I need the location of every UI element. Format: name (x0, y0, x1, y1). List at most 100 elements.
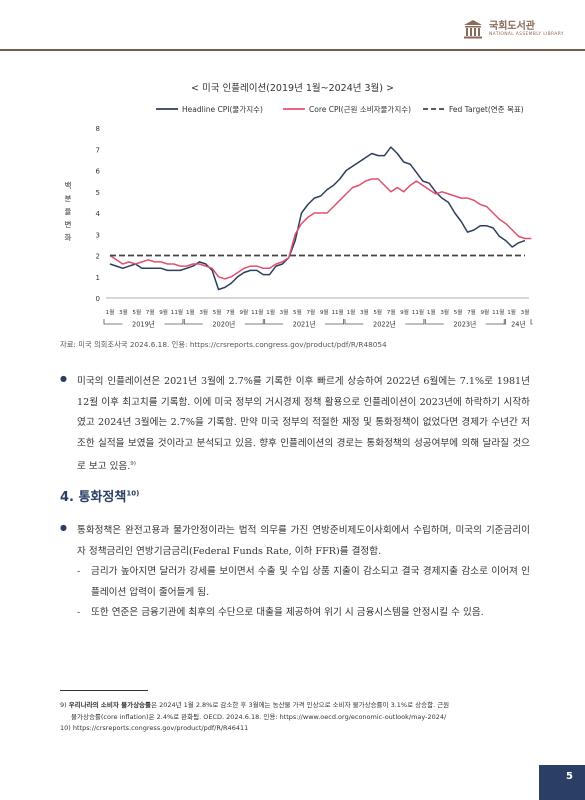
y-axis-label-char: 분 (65, 194, 72, 203)
x-tick-label: 1월 (507, 308, 516, 316)
y-tick-label: 6 (96, 168, 101, 176)
y-axis-label-char: 율 (65, 207, 72, 216)
year-label: 2020년 (212, 320, 235, 329)
x-tick-label: 7월 (467, 308, 476, 316)
sub-item-interest-rate: - 금리가 높아지면 달러가 강세를 보이면서 수출 및 수입 상품 지출이 감… (77, 562, 530, 603)
x-tick-label: 1월 (427, 308, 436, 316)
x-tick-label: 5월 (454, 308, 463, 316)
footnote-9-text-a: 은 2024년 1월 2.8%로 감소한 후 3월에는 농산물 가격 인상으로 … (151, 701, 450, 709)
y-axis-label-char: 화 (65, 233, 72, 242)
bullet-icon: ● (60, 374, 67, 383)
footnote-9-label: 9) (60, 701, 69, 709)
bullet-icon: ● (60, 523, 67, 532)
x-tick-label: 3월 (119, 308, 128, 316)
year-label: 2022년 (373, 320, 396, 329)
core-cpi-line (109, 178, 532, 280)
x-tick-label: 1월 (186, 308, 195, 316)
footnote-rule (60, 690, 148, 691)
inflation-paragraph-text: 미국의 인플레이션은 2021년 3월에 2.7%를 기록한 이후 빠르게 상승… (77, 376, 530, 473)
year-label: 2019년 (132, 320, 155, 329)
footnote-9: 9) 우리나라의 소비자 물가상승률은 2024년 1월 2.8%로 감소한 후… (60, 700, 530, 712)
x-tick-label: 11월 (331, 308, 343, 316)
y-tick-label: 2 (96, 253, 100, 261)
x-tick-label: 5월 (213, 308, 222, 316)
library-logo: 국회도서관 NATIONAL ASSEMBLY LIBRARY (462, 18, 564, 40)
x-tick-label: 7월 (387, 308, 396, 316)
section-title: 4. 통화정책 (60, 490, 127, 505)
x-tick-label: 9월 (159, 308, 168, 316)
x-tick-label: 1월 (347, 308, 356, 316)
legend-label-2: Fed Target(연준 목표) (449, 105, 524, 114)
footnotes: 9) 우리나라의 소비자 물가상승률은 2024년 1월 2.8%로 감소한 후… (60, 700, 530, 735)
x-tick-label: 3월 (280, 308, 289, 316)
legend-label-0: Headline CPI(물가지수) (182, 105, 263, 114)
y-tick-label: 7 (96, 146, 100, 154)
chart-source: 자료: 미국 의회조사국 2024.6.18. 인용: https://crsr… (60, 340, 387, 349)
year-label: 2021년 (293, 320, 316, 329)
year-bracket-right (485, 319, 505, 325)
x-tick-label: 9월 (240, 308, 249, 316)
inflation-line-chart: Headline CPI(물가지수) Core CPI(근원 소비자물가지수) Fe… (65, 105, 533, 329)
year-bracket-right (530, 319, 533, 325)
y-tick-label: 4 (96, 210, 101, 218)
x-tick-label: 1월 (266, 308, 275, 316)
headline-cpi-line (109, 146, 526, 291)
section-heading: 4. 통화정책10) (60, 486, 139, 505)
x-tick-label: 7월 (226, 308, 235, 316)
x-tick-label: 7월 (146, 308, 155, 316)
y-tick-label: 5 (96, 189, 100, 197)
dash-marker: - (77, 607, 81, 618)
year-bracket-left (103, 319, 123, 325)
year-bracket-left (264, 319, 284, 325)
logo-english-text: NATIONAL ASSEMBLY LIBRARY (489, 31, 564, 37)
logo-korean-text: 국회도서관 (489, 20, 535, 32)
page-number-tab (539, 765, 585, 800)
footnote-ref-10[interactable]: 10) (126, 489, 140, 498)
y-tick-label: 3 (96, 231, 100, 239)
page-number: 5 (566, 771, 573, 782)
header-rule (0, 49, 585, 51)
x-tick-label: 11월 (412, 308, 424, 316)
x-tick-label: 3월 (440, 308, 449, 316)
x-tick-label: 9월 (480, 308, 489, 316)
library-building-icon (464, 20, 482, 39)
monetary-policy-paragraph: ● 통화정책은 완전고용과 물가안정이라는 법적 의무를 가진 연방준비제도이사… (60, 521, 530, 562)
year-bracket-left (504, 319, 507, 325)
x-tick-label: 1월 (106, 308, 115, 316)
year-bracket-right (164, 319, 184, 325)
legend-label-1: Core CPI(근원 소비자물가지수) (309, 105, 411, 114)
footnote-ref-9[interactable]: 9) (130, 461, 136, 467)
footnote-9-bold: 우리나라의 소비자 물가상승률 (68, 701, 152, 709)
y-axis-label-char: 변 (65, 220, 72, 229)
monetary-policy-paragraph-text: 통화정책은 완전고용과 물가안정이라는 법적 의무를 가진 연방준비제도이사회에… (77, 525, 530, 557)
x-tick-label: 9월 (400, 308, 409, 316)
footnote-9-continued: 물가상승률(core inflation)은 2.4%로 완화됨. OECD. … (71, 712, 447, 721)
sub-item-text: 또한 연준은 금융기관에 최후의 수단으로 대출을 제공하여 위기 시 금융시스… (91, 607, 484, 618)
x-tick-label: 3월 (360, 308, 369, 316)
x-tick-label: 5월 (293, 308, 302, 316)
x-tick-label: 3월 (199, 308, 208, 316)
year-bracket-right (244, 319, 264, 325)
x-tick-label: 3월 (521, 308, 530, 316)
x-tick-label: 5월 (132, 308, 141, 316)
sub-item-text: 금리가 높아지면 달러가 강세를 보이면서 수출 및 수입 상품 지출이 감소되… (91, 566, 530, 598)
y-tick-label: 1 (96, 274, 100, 282)
x-tick-label: 5월 (373, 308, 382, 316)
x-tick-label: 11월 (492, 308, 504, 316)
year-label: 2023년 (453, 320, 476, 329)
year-bracket-left (344, 319, 364, 325)
y-tick-label: 8 (96, 125, 100, 133)
year-bracket-right (325, 319, 344, 325)
x-tick-label: 11월 (251, 308, 263, 316)
x-tick-label: 7월 (306, 308, 315, 316)
y-tick-label: 0 (96, 295, 100, 303)
footnote-10[interactable]: 10) https://crsreports.congress.gov/prod… (60, 724, 249, 732)
y-axis-label-char: 백 (65, 180, 72, 190)
year-bracket-left (424, 319, 444, 325)
sub-item-lender-of-last-resort: - 또한 연준은 금융기관에 최후의 수단으로 대출을 제공하여 위기 시 금융… (77, 603, 530, 624)
x-tick-label: 11월 (171, 308, 183, 316)
inflation-paragraph: ● 미국의 인플레이션은 2021년 3월에 2.7%를 기록한 이후 빠르게 … (60, 372, 530, 478)
year-label: 24년 (511, 320, 525, 329)
dash-marker: - (77, 566, 81, 577)
year-bracket-right (405, 319, 425, 325)
